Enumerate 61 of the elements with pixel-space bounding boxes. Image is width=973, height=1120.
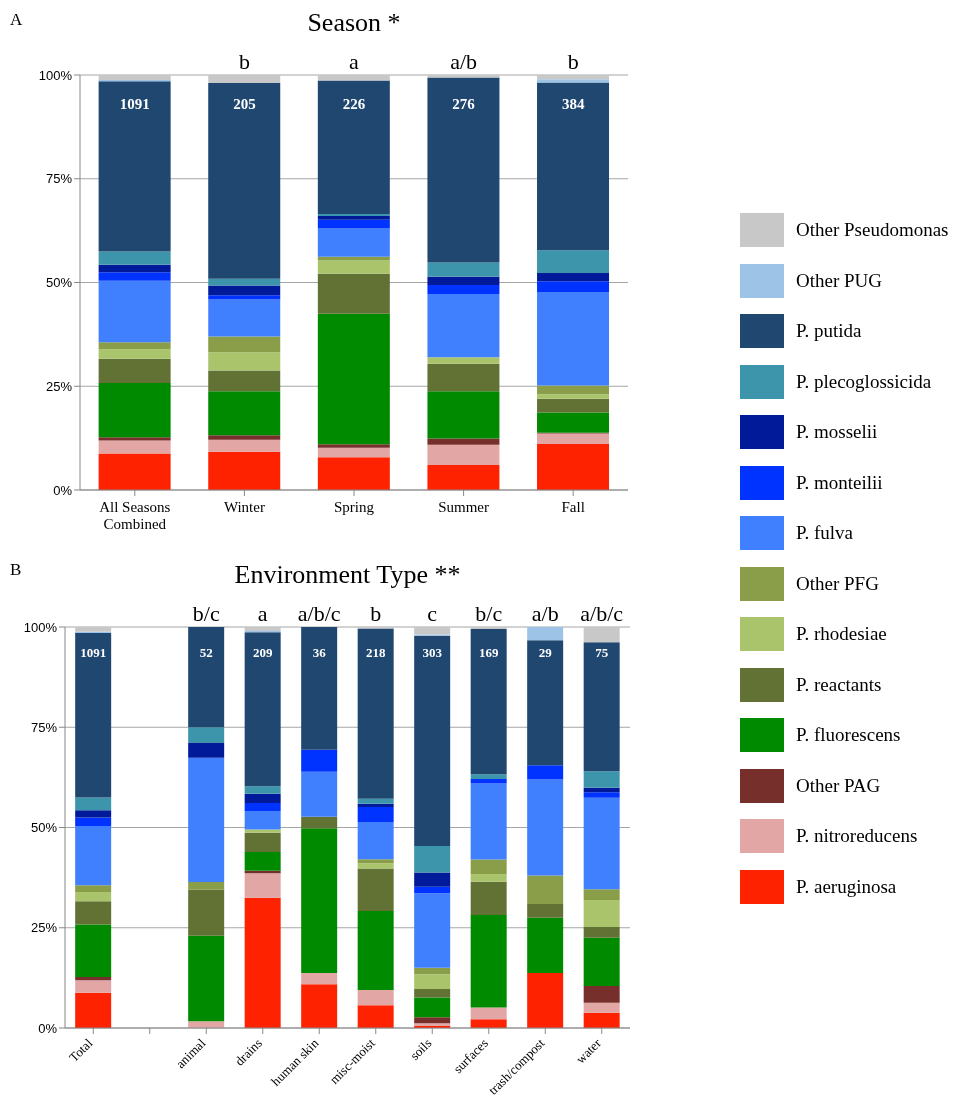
annotation: 276: [452, 95, 476, 112]
legend-label: P. fulva: [796, 522, 853, 545]
x-tick-label: Winter: [223, 499, 265, 515]
legend-label: P. mosselii: [796, 421, 878, 444]
legend-label: P. monteilii: [796, 471, 883, 494]
y-tick-label: 25%: [30, 920, 58, 936]
text: a/b/c: [580, 601, 624, 626]
x-tick-label: soils: [406, 1035, 435, 1063]
text: A: [10, 10, 23, 30]
legend-label: P. fluorescens: [796, 724, 901, 747]
legend-label: P. putida: [796, 320, 862, 343]
text: c: [427, 601, 438, 626]
annotation: 1091: [119, 95, 150, 112]
text: b: [567, 49, 579, 74]
legend-label: P. reactants: [796, 673, 882, 696]
annotation: 75: [595, 645, 609, 661]
legend-label: P. rhodesiae: [796, 623, 887, 646]
annotation: 384: [561, 95, 585, 112]
annotation: 218: [366, 645, 386, 661]
annotation: 226: [342, 95, 366, 112]
annotation: 209: [253, 645, 273, 661]
x-tick-label: Total: [66, 1035, 96, 1065]
annotation: 29: [538, 645, 553, 661]
x-tick-label: Fall: [561, 499, 585, 515]
annotation: 52: [199, 645, 213, 661]
text: a: [257, 601, 268, 626]
chart-title: Environment Type **: [233, 560, 462, 590]
y-tick-label: 0%: [53, 482, 73, 498]
text: a/b: [531, 601, 559, 626]
text: B: [10, 560, 22, 580]
y-tick-label: 50%: [45, 275, 73, 291]
annotation: 205: [233, 95, 256, 112]
annotation: 169: [479, 645, 499, 661]
annotation: 303: [422, 645, 443, 661]
legend-label: Other Pseudomonas: [796, 219, 949, 242]
legend-label: Other PUG: [796, 269, 883, 292]
x-tick-label: All Seasons Combined: [99, 499, 171, 532]
y-tick-label: 50%: [30, 820, 58, 836]
text: a: [349, 49, 360, 74]
y-tick-label: 75%: [30, 719, 58, 735]
legend-label: Other PAG: [796, 774, 881, 797]
legend-label: P. nitroreducens: [796, 825, 918, 848]
legend-label: P. plecoglossicida: [796, 370, 932, 393]
x-tick-label: Spring: [333, 499, 375, 515]
text: b/c: [192, 601, 220, 626]
chart-title: Season *: [306, 8, 402, 38]
x-tick-label: Summer: [438, 499, 490, 515]
text: a/b: [450, 49, 478, 74]
y-tick-label: 25%: [45, 378, 73, 394]
annotation: 36: [312, 645, 327, 661]
legend-label: Other PFG: [796, 572, 879, 595]
y-tick-label: 0%: [38, 1020, 58, 1036]
y-tick-label: 100%: [38, 67, 73, 83]
text: a/b/c: [297, 601, 341, 626]
legend-label: P. aeruginosa: [796, 875, 897, 898]
text: b: [238, 49, 250, 74]
text: b: [370, 601, 382, 626]
y-tick-label: 75%: [45, 171, 73, 187]
text: b/c: [475, 601, 503, 626]
annotation: 1091: [80, 645, 107, 661]
y-tick-label: 100%: [23, 619, 58, 635]
